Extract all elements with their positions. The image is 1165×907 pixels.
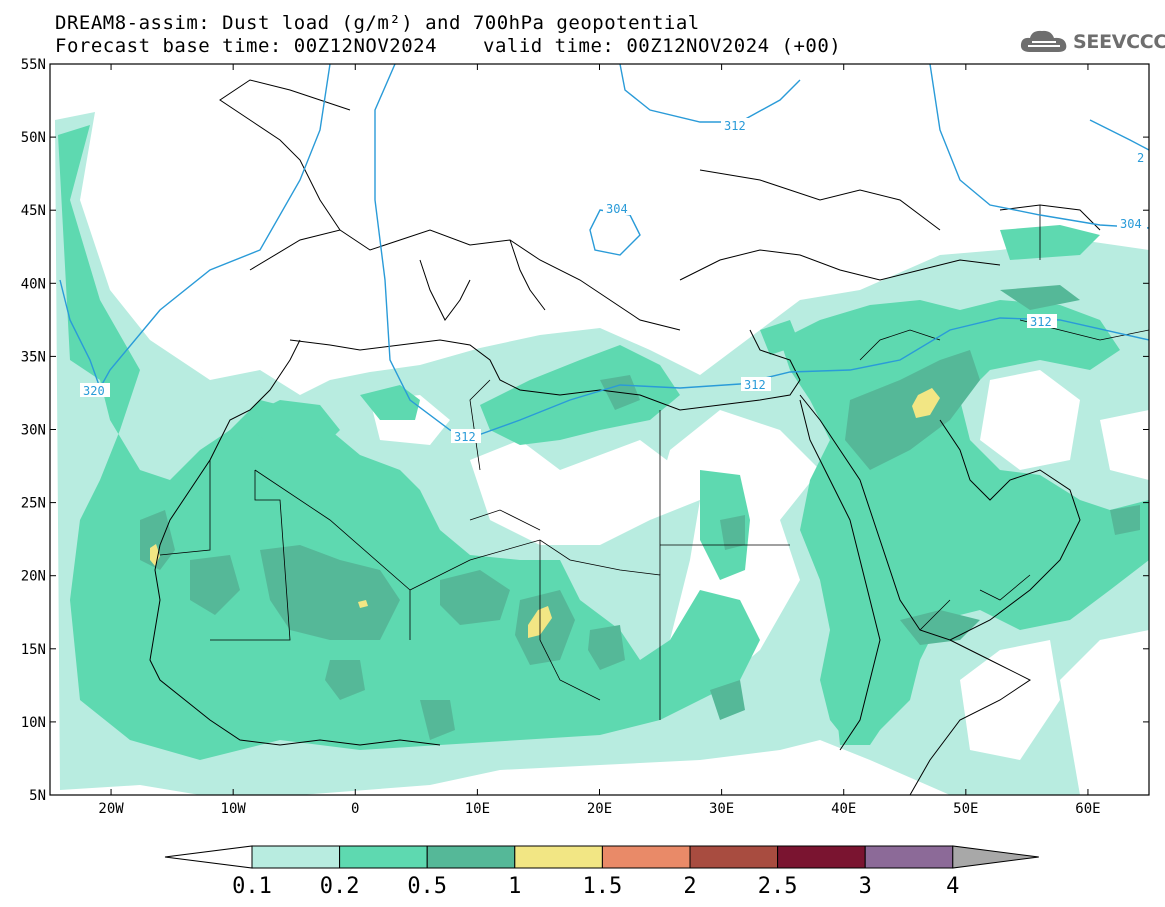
lat-label: 15N	[21, 642, 46, 658]
lat-label: 45N	[21, 203, 46, 219]
colorbar-swatch	[777, 845, 866, 869]
map-title: DREAM8-assim: Dust load (g/m²) and 700hP…	[55, 12, 700, 34]
lat-label: 55N	[21, 57, 46, 73]
dust-fields: 312 304 304 320 312 312 312 2	[55, 64, 1149, 795]
colorbar-swatch	[601, 845, 691, 869]
colorbar-swatch	[864, 845, 954, 869]
colorbar-label: 3	[859, 874, 872, 899]
contour-label: 304	[1120, 217, 1142, 231]
colorbar: 0.1 0.2 0.5 1 1.5 2 2.5 3 4	[164, 845, 1039, 899]
contour-label: 312	[454, 430, 476, 444]
lat-label: 25N	[21, 496, 46, 512]
colorbar-high-arrow	[952, 845, 1039, 869]
colorbar-label: 2	[683, 874, 696, 899]
colorbar-swatch	[514, 845, 603, 869]
lat-label: 30N	[21, 423, 46, 439]
contour-label: 312	[744, 378, 766, 392]
lon-label: 10W	[221, 801, 247, 817]
colorbar-swatch	[689, 845, 779, 869]
lat-label: 35N	[21, 349, 46, 365]
logo-text: SEEVCCC	[1073, 31, 1165, 53]
lat-label: 5N	[29, 788, 46, 804]
base-time: Forecast base time: 00Z12NOV2024	[55, 35, 438, 57]
dust-band-0.5	[140, 285, 1140, 740]
coastlines	[149, 79, 1101, 795]
lon-label: 40E	[831, 801, 856, 817]
latitude-axis: 55N 50N 45N 40N 35N 30N 25N 20N 15N 10N 5N	[21, 57, 1149, 804]
lon-label: 60E	[1075, 801, 1100, 817]
colorbar-label: 0.1	[232, 874, 272, 899]
valid-time: valid time: 00Z12NOV2024 (+00)	[483, 35, 842, 57]
colorbar-label: 0.5	[407, 874, 447, 899]
contour-label: 312	[724, 119, 746, 133]
colorbar-label: 2.5	[758, 874, 798, 899]
colorbar-label: 4	[946, 874, 959, 899]
lat-label: 10N	[21, 715, 46, 731]
forecast-time-line: Forecast base time: 00Z12NOV2024 valid ti…	[55, 35, 841, 57]
lat-label: 40N	[21, 276, 46, 292]
lon-label: 20W	[98, 801, 124, 817]
lon-label: 30E	[709, 801, 734, 817]
lon-label: 0	[351, 801, 359, 817]
geopotential-contours	[59, 64, 1149, 439]
colorbar-swatch	[251, 845, 341, 869]
contour-label: 312	[1030, 315, 1052, 329]
colorbar-label: 0.2	[320, 874, 360, 899]
colorbar-low-arrow	[164, 845, 253, 869]
colorbar-swatch	[339, 845, 428, 869]
contour-label: 2	[1137, 151, 1144, 165]
seevccc-logo: SEEVCCC	[1018, 28, 1165, 56]
lon-label: 10E	[465, 801, 490, 817]
lon-label: 50E	[953, 801, 978, 817]
lon-label: 20E	[587, 801, 612, 817]
colorbar-label: 1.5	[583, 874, 623, 899]
lat-label: 20N	[21, 569, 46, 585]
cloud-icon	[1020, 30, 1067, 52]
lat-label: 50N	[21, 130, 46, 146]
contour-labels: 312 304 304 320 312 312 312 2	[80, 118, 1147, 444]
contour-label: 320	[83, 384, 105, 398]
contour-label: 304	[606, 202, 628, 216]
colorbar-swatch	[426, 845, 516, 869]
longitude-axis: 20W 10W 0 10E 20E 30E 40E 50E 60E	[98, 64, 1101, 817]
colorbar-label: 1	[508, 874, 521, 899]
